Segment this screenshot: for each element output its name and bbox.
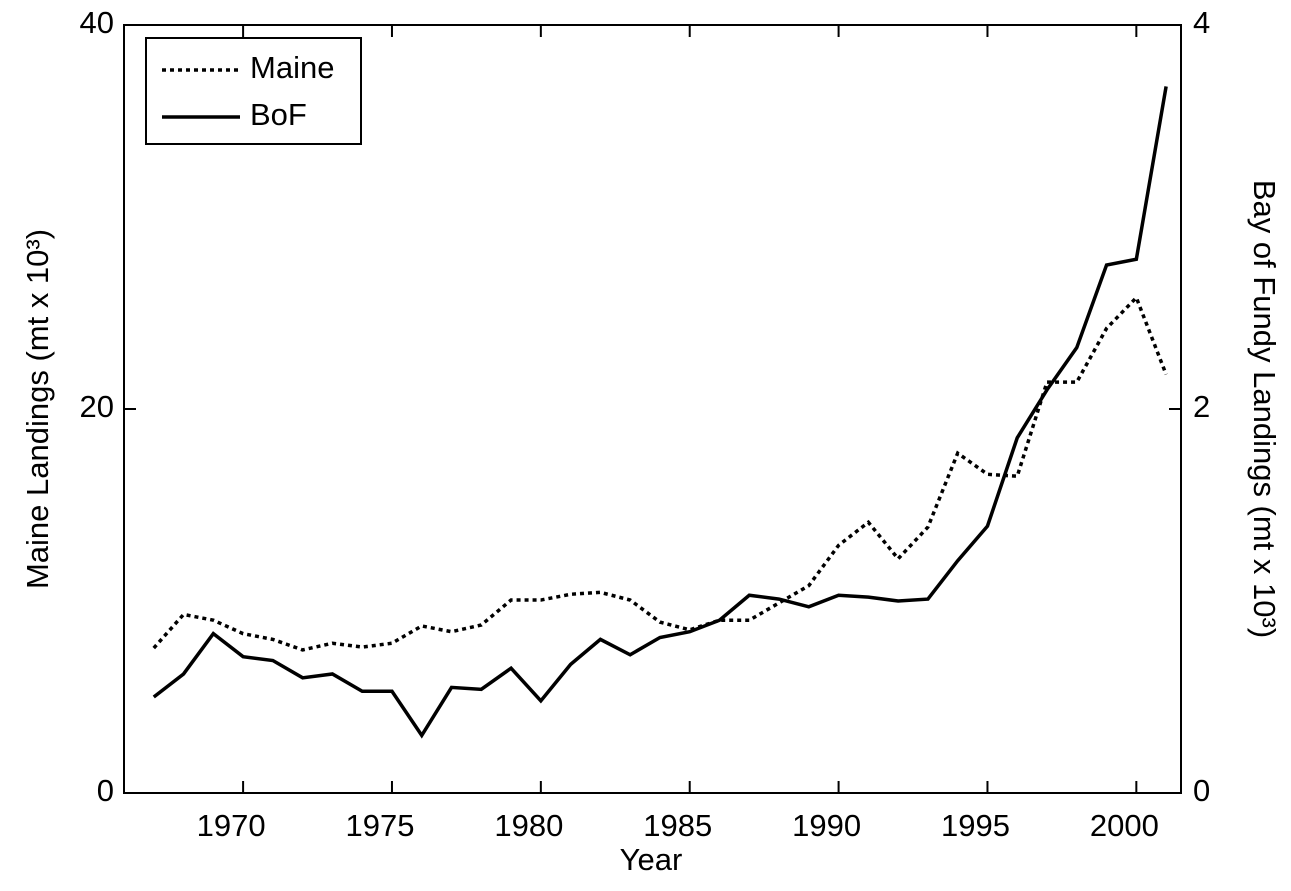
legend-label: Maine — [250, 50, 334, 85]
legend-box — [145, 37, 362, 145]
y-tick-label: 20 — [80, 389, 114, 424]
x-tick-label: 1990 — [792, 808, 861, 843]
y-tick-label: 0 — [97, 773, 114, 808]
x-tick-label: 1980 — [494, 808, 563, 843]
y-tick-label: 40 — [80, 5, 114, 40]
y2-tick-label: 2 — [1193, 389, 1210, 424]
series-line — [152, 86, 1168, 739]
y2-axis-label: Bay of Fundy Landings (mt x 10³) — [1247, 180, 1282, 638]
x-axis-label: Year — [620, 842, 683, 877]
y2-tick-label: 4 — [1193, 5, 1210, 40]
x-tick-label: 2000 — [1090, 808, 1159, 843]
x-tick-label: 1975 — [345, 808, 414, 843]
x-tick-label: 1970 — [197, 808, 266, 843]
legend-label: BoF — [250, 97, 307, 132]
series-line — [152, 294, 1168, 652]
y-axis-label: Maine Landings (mt x 10³) — [20, 229, 55, 589]
y2-tick-label: 0 — [1193, 773, 1210, 808]
x-tick-label: 1985 — [643, 808, 712, 843]
x-tick-label: 1995 — [941, 808, 1010, 843]
